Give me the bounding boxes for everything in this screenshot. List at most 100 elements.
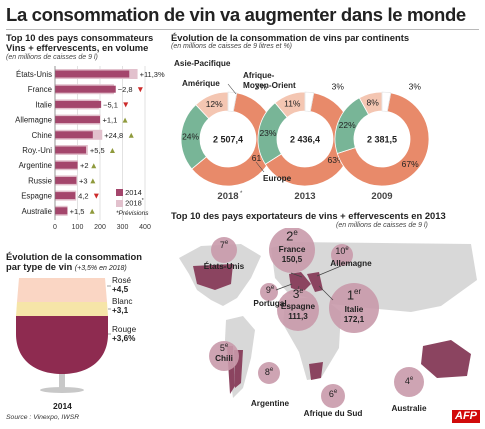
top10-subtitle: Vins + effervescents, en volume [6, 42, 149, 53]
country-australia: Australie [391, 404, 427, 413]
value-spain: 111,3 [288, 312, 308, 321]
bar-2014 [55, 207, 68, 215]
rank-7: 7e [210, 240, 238, 250]
map-australia [421, 340, 471, 378]
donut-segment-label: 22% [339, 120, 356, 130]
map-france-spain [289, 272, 311, 292]
trend-down-icon [137, 87, 143, 93]
legend-2018-mark: * [141, 198, 144, 204]
rank-2-sup: e [293, 228, 298, 237]
country-germany: Allemagne [330, 259, 372, 268]
rank-4: 4e [397, 376, 421, 386]
donut-segment-label: 8% [367, 98, 380, 108]
bar-change-label: +1,1 [102, 116, 117, 125]
bar-change-label: +2 [80, 161, 89, 170]
bar-2014 [55, 100, 102, 108]
country-chile: Chili [215, 354, 233, 363]
bubble-usa [211, 237, 237, 263]
trend-up-icon [109, 148, 115, 153]
rank-2-num: 2 [286, 228, 294, 244]
europe-leader [255, 161, 265, 173]
bar-2014 [55, 116, 100, 124]
bar-category-label: Argentine [19, 161, 52, 170]
continents-unit: (en millions de caisses de 9 litres et %… [171, 43, 292, 50]
rank-2: 2e [272, 228, 312, 243]
rank-4-num: 4 [404, 376, 410, 386]
title-divider [6, 29, 479, 30]
glass-rouge-layer [16, 316, 108, 374]
bar-2014 [55, 146, 87, 154]
provisions-note: *Prévisions [116, 210, 149, 217]
rank-10-sup: e [345, 246, 349, 252]
bar-change-label: −2,8 [118, 85, 133, 94]
bubble-italy [329, 283, 379, 333]
glass-base [40, 387, 84, 393]
top10-unit: (en millions de caisses de 9 l) [6, 54, 98, 61]
rank-8: 8e [257, 367, 281, 377]
leader-germany [316, 265, 342, 277]
bytype-title: Évolution de la consommation [6, 251, 142, 262]
rank-1-num: 1 [346, 287, 355, 303]
donut-segment-label: 61% [252, 153, 269, 163]
glass-stem [59, 374, 65, 388]
bar-xtick-label: 400 [139, 224, 151, 231]
donut-segment-label: 3% [409, 81, 422, 91]
rank-7-num: 7 [219, 240, 225, 250]
legend-2014-swatch [116, 189, 123, 196]
glass-rose-layer [17, 278, 107, 302]
donut-year: 2018 [217, 191, 238, 202]
donut-segment-label: 67% [402, 159, 419, 169]
bar-2014 [55, 85, 116, 93]
bar-category-label: Russie [28, 176, 52, 185]
label-moyen-orient: Moyen-Orient [243, 80, 296, 90]
map-italy-germany [307, 272, 323, 292]
leader-spain [297, 285, 300, 290]
country-spain: Espagne [280, 302, 316, 311]
source-note: Source : Vinexpo, IWSR [6, 414, 80, 421]
bar-2014 [55, 131, 93, 139]
value-france: 150,5 [281, 255, 303, 264]
donut-segment-label: 3% [332, 81, 345, 91]
afp-logo: AFP [452, 410, 480, 423]
trend-up-icon [122, 117, 128, 123]
bar-change-label: +3 [79, 176, 88, 185]
type-blanc-name: Blanc [112, 297, 133, 306]
trend-up-icon [91, 163, 97, 169]
leader-italy [318, 285, 334, 301]
label-afrique-moyen-orient: Afrique- Moyen-Orient [243, 71, 296, 90]
label-amerique: Amérique [182, 79, 220, 88]
rank-6-sup: e [333, 389, 338, 395]
donut-segment [227, 91, 238, 112]
leader-france [290, 272, 303, 278]
country-france: France [278, 245, 306, 254]
country-south-africa: Afrique du Sud [303, 409, 363, 418]
bubble-germany [331, 244, 353, 266]
bar-category-label: États-Unis [16, 70, 52, 79]
legend-2018-swatch [116, 199, 123, 207]
country-argentina: Argentine [250, 399, 290, 408]
bar-2014 [55, 192, 76, 200]
map-usa [193, 264, 233, 290]
rank-3: 3e [280, 287, 316, 301]
map-eurasia [271, 242, 477, 312]
label-afrique: Afrique- [243, 71, 275, 80]
country-portugal: Portugal [253, 299, 287, 308]
world-map [179, 228, 477, 408]
trend-down-icon [123, 102, 129, 108]
bar-xtick-label: 200 [94, 224, 106, 231]
bar-change-label: +24,8 [104, 131, 123, 140]
country-usa: États-Unis [203, 262, 245, 271]
donut-total: 2 507,4 [213, 135, 243, 145]
bytype-year: 2014 [53, 401, 72, 411]
type-rouge-value: +3,6% [112, 334, 136, 343]
type-rouge-name: Rouge [112, 325, 137, 334]
bar-xtick-label: 100 [72, 224, 84, 231]
bubble-chile [209, 341, 239, 371]
bar-category-label: Roy.-Uni [22, 146, 52, 155]
leader-portugal [275, 283, 293, 291]
donut-total: 2 436,4 [290, 135, 320, 145]
bubble-australia [394, 367, 424, 397]
bytype-cagr: (+3,5% en 2018) [74, 265, 127, 272]
bar-2014 [55, 70, 130, 78]
donut-segment [304, 91, 315, 112]
